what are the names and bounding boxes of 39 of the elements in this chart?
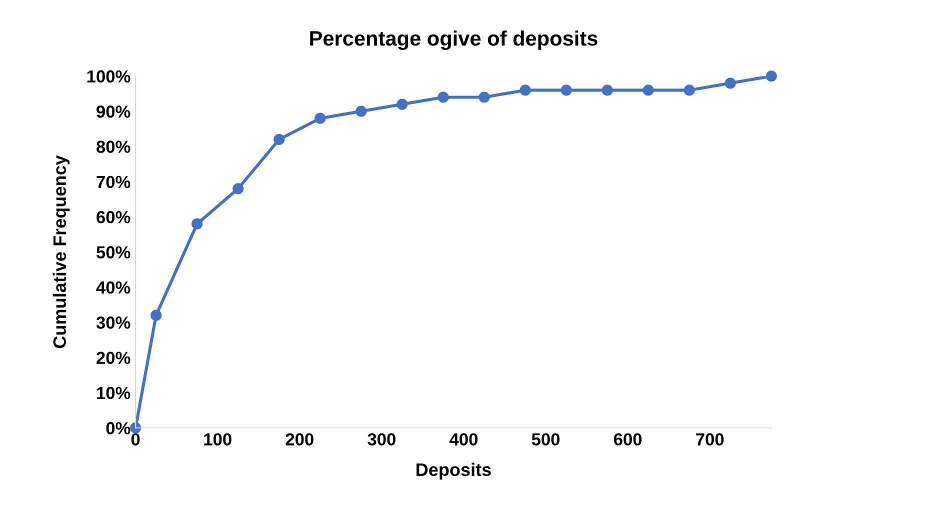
y-tick-label: 0% (106, 422, 130, 434)
y-axis-title: Cumulative Frequency (52, 155, 70, 348)
point (602, 84, 613, 96)
x-axis-title: Deposits (416, 462, 491, 480)
point (356, 106, 367, 117)
x-tick-label: 400 (450, 433, 478, 446)
y-tick-label: 30% (96, 316, 130, 329)
y-tick-label: 100% (87, 70, 130, 83)
point (684, 84, 695, 96)
x-tick-label: 200 (286, 433, 314, 446)
point (274, 134, 285, 145)
point (314, 112, 326, 124)
point (130, 422, 142, 434)
chart-title: Percentage ogive of deposits (310, 30, 598, 50)
x-tick-label: 300 (368, 433, 396, 446)
point (642, 84, 654, 96)
y-tick-label: 90% (96, 105, 130, 118)
y-tick-label: 20% (96, 352, 130, 364)
y-tick-label: 70% (96, 176, 130, 188)
point (478, 92, 490, 103)
y-tick-label: 50% (96, 246, 130, 258)
point (232, 183, 244, 194)
point (724, 78, 736, 89)
point (520, 84, 531, 96)
point (560, 84, 572, 96)
point (150, 310, 162, 321)
x-tick-label: 100 (204, 433, 232, 446)
y-tick-label: 10% (97, 386, 130, 400)
y-tick-label: 80% (96, 140, 130, 153)
x-tick-label: 700 (696, 433, 724, 446)
point (396, 98, 408, 110)
point (438, 92, 449, 103)
y-tick-label: 40% (96, 281, 130, 294)
x-tick-label: 600 (614, 433, 642, 446)
x-tick-label: 0 (131, 433, 140, 446)
point (192, 218, 203, 230)
y-tick-label: 60% (96, 210, 130, 224)
x-tick-label: 500 (532, 433, 560, 446)
point (766, 70, 777, 82)
